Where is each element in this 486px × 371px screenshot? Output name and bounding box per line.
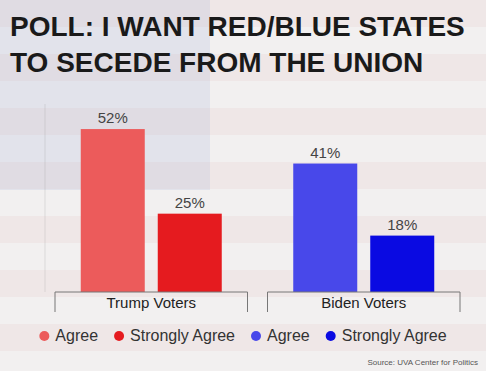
- bar: [293, 164, 357, 292]
- category-bracket: [268, 292, 461, 312]
- category-label: Biden Voters: [321, 294, 406, 311]
- labels: 52% 25% 41% 18%: [98, 109, 418, 233]
- legend-swatch: [114, 331, 124, 341]
- legend: Agree Strongly Agree Agree Strongly Agree: [39, 327, 446, 344]
- legend-label: Strongly Agree: [130, 327, 235, 344]
- legend-swatch: [326, 331, 336, 341]
- title: POLL: I WANT RED/BLUE STATES TO SECEDE FR…: [10, 11, 465, 78]
- chart: POLL: I WANT RED/BLUE STATES TO SECEDE FR…: [0, 0, 486, 371]
- bar: [370, 236, 434, 292]
- data-label: 41%: [310, 144, 340, 161]
- category-bracket: [55, 292, 248, 312]
- y-axis-line: [45, 104, 46, 292]
- title-line: POLL: I WANT RED/BLUE STATES: [10, 11, 465, 42]
- legend-label: Agree: [267, 327, 310, 344]
- data-label: 18%: [387, 216, 417, 233]
- source-note: Source: UVA Center for Politics: [367, 358, 478, 367]
- background: [0, 0, 486, 371]
- legend-label: Strongly Agree: [342, 327, 447, 344]
- data-label: 52%: [98, 109, 128, 126]
- title-line: TO SECEDE FROM THE UNION: [10, 47, 423, 78]
- legend-label: Agree: [55, 327, 98, 344]
- page: {"chart_data": {"type": "bar", "title": …: [0, 0, 486, 371]
- background-overlay: [0, 0, 486, 371]
- legend-swatch: [39, 331, 49, 341]
- data-label: 25%: [175, 194, 205, 211]
- category-label: Trump Voters: [107, 294, 196, 311]
- bars: [81, 129, 435, 292]
- bar: [158, 214, 222, 292]
- legend-swatch: [251, 331, 261, 341]
- bar: [81, 129, 145, 292]
